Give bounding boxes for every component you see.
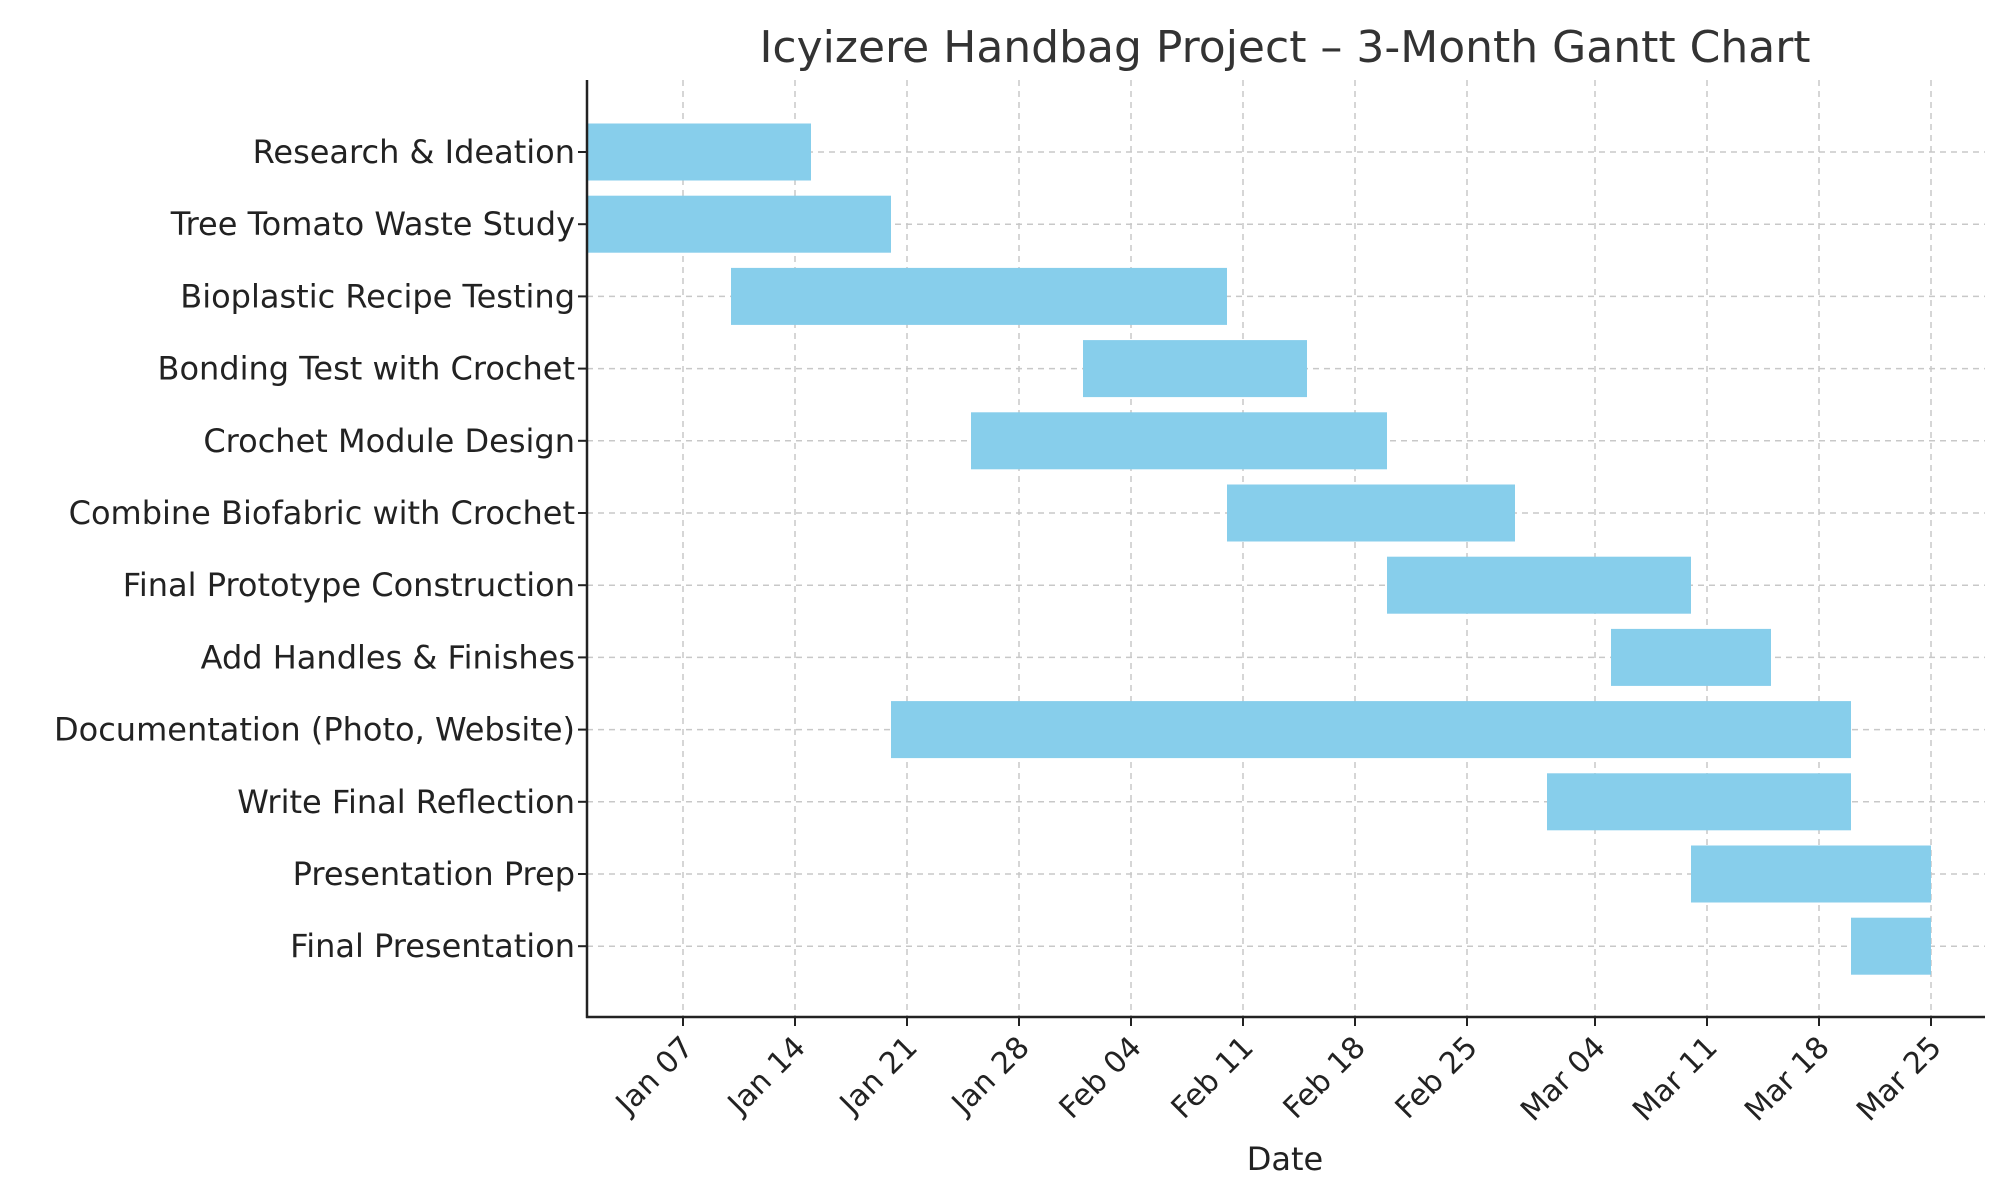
task-bar xyxy=(587,195,891,253)
task-label: Bioplastic Recipe Testing xyxy=(180,277,575,315)
task-label: Combine Biofabric with Crochet xyxy=(69,494,575,532)
x-tick-label: Jan 21 xyxy=(832,1030,925,1123)
task-label: Documentation (Photo, Website) xyxy=(54,711,575,749)
x-axis-label: Date xyxy=(1247,1140,1323,1178)
task-label: Research & Ideation xyxy=(253,133,575,171)
axis-layer xyxy=(585,80,1985,1019)
x-tick-label: Feb 04 xyxy=(1053,1030,1149,1126)
task-bar xyxy=(1083,340,1307,398)
task-bar xyxy=(587,123,811,181)
task-label: Final Presentation xyxy=(290,927,575,965)
task-bar xyxy=(1691,845,1931,903)
x-tick-label: Mar 18 xyxy=(1738,1030,1837,1129)
tick-layer xyxy=(578,151,1932,1026)
task-label: Write Final Reflection xyxy=(237,783,575,821)
task-bar xyxy=(1611,628,1771,686)
x-tick-label: Jan 07 xyxy=(608,1030,701,1123)
bar-layer xyxy=(587,123,1931,975)
task-label: Final Prototype Construction xyxy=(123,566,575,604)
x-tick-label: Feb 11 xyxy=(1165,1030,1261,1126)
x-tick-label: Mar 11 xyxy=(1626,1030,1725,1129)
task-bar xyxy=(1227,484,1515,542)
task-label: Presentation Prep xyxy=(293,855,575,893)
task-bar xyxy=(971,412,1387,470)
x-tick-label: Mar 25 xyxy=(1850,1030,1949,1129)
chart-title: Icyizere Handbag Project – 3-Month Gantt… xyxy=(759,22,1810,73)
task-bar xyxy=(1851,917,1931,975)
task-bar xyxy=(1387,556,1691,614)
task-label: Crochet Module Design xyxy=(203,422,575,460)
task-bar xyxy=(891,701,1851,759)
x-tick-label: Mar 04 xyxy=(1514,1030,1613,1129)
x-tick-label: Feb 25 xyxy=(1389,1030,1485,1126)
x-tick-label: Jan 14 xyxy=(720,1030,813,1123)
x-tick-label: Jan 28 xyxy=(944,1030,1037,1123)
task-label: Tree Tomato Waste Study xyxy=(170,205,575,243)
task-label: Add Handles & Finishes xyxy=(201,638,575,676)
task-bar xyxy=(731,267,1227,325)
task-bar xyxy=(1547,773,1851,831)
task-label: Bonding Test with Crochet xyxy=(157,350,575,388)
x-tick-label: Feb 18 xyxy=(1277,1030,1373,1126)
